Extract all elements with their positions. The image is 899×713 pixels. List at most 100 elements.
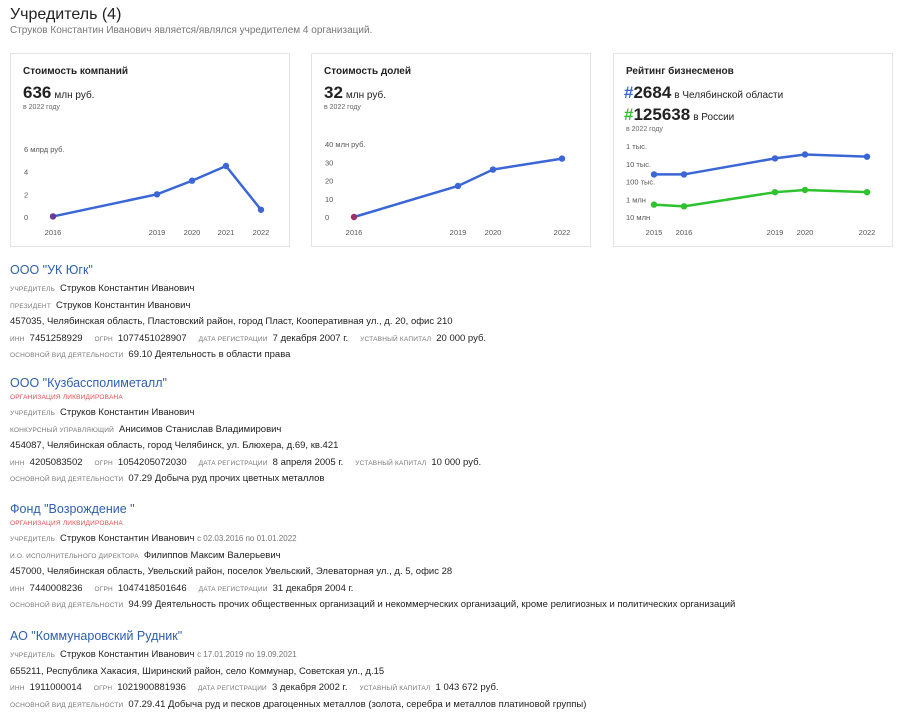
ogrn-value: 1047418501646: [117, 582, 187, 594]
national-rank: #125638 в России: [624, 105, 734, 125]
acting-director-label: и.о. исполнительного директора: [10, 552, 139, 560]
y-tick-label: 2: [24, 190, 28, 199]
reg-date-label: дата регистрации: [198, 335, 268, 343]
inn-value: 7451258929: [29, 332, 83, 344]
activity-value: 69.10 Деятельность в области права: [128, 349, 291, 360]
data-point: [153, 191, 161, 198]
org-registration-row: инн 1911000014 огрн 1021900881936 дата регис…: [10, 680, 890, 697]
rating-chart: 1 тыс. 10 тыс. 100 тыс. 1 млн 10 млн 2015 2016…: [626, 142, 876, 237]
x-tick-label: 2016: [676, 228, 693, 237]
inn-label: инн: [10, 685, 25, 692]
x-tick-label: 2019: [450, 228, 467, 237]
regional-rank-label: в Челябинской области: [674, 90, 784, 101]
data-point: [771, 188, 779, 196]
president-label: президент: [10, 302, 51, 310]
data-point: [863, 188, 871, 196]
receiver-value[interactable]: Анисимов Станислав Владимирович: [119, 423, 282, 435]
org-president-row: президент Струков Константин Иванович: [10, 298, 890, 315]
share-value-year: в 2022 году: [324, 104, 361, 111]
share-value-card: Стоимость долей 32 млн руб. в 2022 году 4…: [311, 53, 591, 247]
org-name-link[interactable]: ООО "Кузбассполиметалл": [10, 376, 167, 390]
org-registration-row: инн 7440008236 огрн 1047418501646 дата регис…: [10, 581, 890, 598]
founder-period: с 02.03.2016 по 01.01.2022: [197, 534, 297, 543]
org-name-link[interactable]: АО "Коммунаровский Рудник": [10, 629, 183, 643]
inn-value: 4205083502: [29, 456, 83, 468]
y-tick-label: 1 тыс.: [626, 142, 647, 151]
y-tick-label: 0: [325, 213, 329, 222]
org-founder-row: учредитель Струков Константин Иванович с …: [10, 647, 890, 664]
org-director-row: и.о. исполнительного директора Филиппов М…: [10, 548, 890, 565]
y-tick-label: 1 млн: [626, 195, 646, 204]
org-name-link[interactable]: ООО "УК Югк": [10, 263, 93, 277]
data-point: [771, 155, 779, 162]
data-point: [680, 171, 688, 178]
national-rank-hash: #: [624, 105, 634, 124]
x-tick-label: 2022: [859, 228, 876, 237]
share-value-amount: 32 млн руб.: [324, 83, 386, 103]
y-tick-label: 10 тыс.: [626, 160, 651, 169]
x-tick-label: 2020: [797, 228, 814, 237]
x-tick-label: 2022: [253, 228, 270, 237]
ogrn-label: огрн: [94, 585, 113, 593]
ogrn-value: 1021900881936: [117, 682, 186, 693]
acting-director-value[interactable]: Филиппов Максим Валерьевич: [143, 549, 281, 561]
org-address: 655211, Республика Хакасия, Ширинский ра…: [10, 665, 385, 677]
org-founder-row: учредитель Струков Константин Иванович с …: [10, 531, 890, 548]
data-point: [49, 213, 57, 220]
data-point: [801, 186, 809, 194]
inn-value: 7440008236: [29, 582, 83, 594]
y-tick-label: 20: [325, 177, 333, 186]
rating-title: Рейтинг бизнесменов: [626, 66, 734, 77]
reg-date-value: 31 декабря 2004 г.: [272, 582, 354, 594]
company-value-card: Стоимость компаний 636 млн руб. в 2022 го…: [10, 53, 290, 247]
regional-rank-value: 2684: [633, 83, 672, 102]
x-tick-label: 2022: [554, 228, 571, 237]
reg-date-value: 3 декабря 2002 г.: [271, 682, 348, 693]
reg-date-label: дата регистрации: [198, 459, 268, 467]
x-tick-label: 2019: [149, 228, 166, 237]
company-value-number: 636: [23, 83, 52, 102]
data-point: [489, 166, 497, 173]
data-point: [650, 171, 658, 178]
share-value-title: Стоимость долей: [324, 66, 412, 77]
ogrn-label: огрн: [94, 459, 113, 467]
regional-rank: #2684 в Челябинской области: [624, 83, 783, 103]
y-tick-label: 6 млрд руб.: [24, 145, 65, 154]
data-point: [680, 203, 688, 210]
data-point: [558, 155, 566, 162]
capital-label: уставный капитал: [360, 335, 432, 343]
activity-value: 07.29.41 Добыча руд и песков драгоценных…: [128, 698, 587, 710]
x-tick-label: 2016: [45, 228, 62, 237]
founder-value[interactable]: Струков Константин Иванович: [60, 407, 195, 418]
data-point: [454, 182, 462, 190]
activity-value: 07.29 Добыча руд прочих цветных металлов: [128, 473, 325, 484]
share-value-chart: 40 млн руб. 30 20 10 0 2016 2019 2020 2022: [325, 140, 571, 237]
inn-label: инн: [10, 585, 25, 593]
x-tick-label: 2020: [485, 228, 502, 237]
capital-value: 1 043 672 руб.: [435, 682, 499, 693]
reg-date-label: дата регистрации: [197, 685, 267, 692]
x-tick-label: 2020: [184, 228, 201, 237]
share-value-unit: млн руб.: [345, 90, 386, 101]
org-card-kommunarovsky-rudnik: АО "Коммунаровский Рудник" учредитель Стр…: [10, 629, 890, 713]
data-point: [222, 162, 230, 170]
national-rank-label: в России: [693, 112, 735, 123]
president-value[interactable]: Струков Константин Иванович: [56, 299, 191, 311]
receiver-label: конкурсный управляющий: [10, 426, 114, 434]
org-name-link[interactable]: Фонд "Возрождение ": [10, 502, 135, 516]
founder-period: с 17.01.2019 по 19.09.2021: [197, 650, 297, 659]
org-activity-row: основной вид деятельности 07.29 Добыча ру…: [10, 471, 890, 488]
activity-label: основной вид деятельности: [10, 602, 124, 609]
regional-rank-hash: #: [624, 83, 634, 102]
y-tick-label: 10 млн: [626, 213, 650, 222]
founder-heading: Учредитель (4): [10, 6, 122, 23]
founder-subtitle: Струков Константин Иванович является/явл…: [10, 25, 373, 36]
data-point: [650, 201, 658, 208]
org-address: 457035, Челябинская область, Пластовский…: [10, 316, 453, 327]
series-line: [353, 157, 563, 219]
rating-card: Рейтинг бизнесменов #2684 в Челябинской о…: [613, 53, 893, 247]
founder-value[interactable]: Струков Константин Иванович: [60, 649, 195, 660]
founder-value[interactable]: Струков Константин Иванович: [60, 533, 195, 544]
founder-value[interactable]: Струков Константин Иванович: [60, 283, 195, 294]
capital-label: уставный капитал: [355, 459, 427, 467]
